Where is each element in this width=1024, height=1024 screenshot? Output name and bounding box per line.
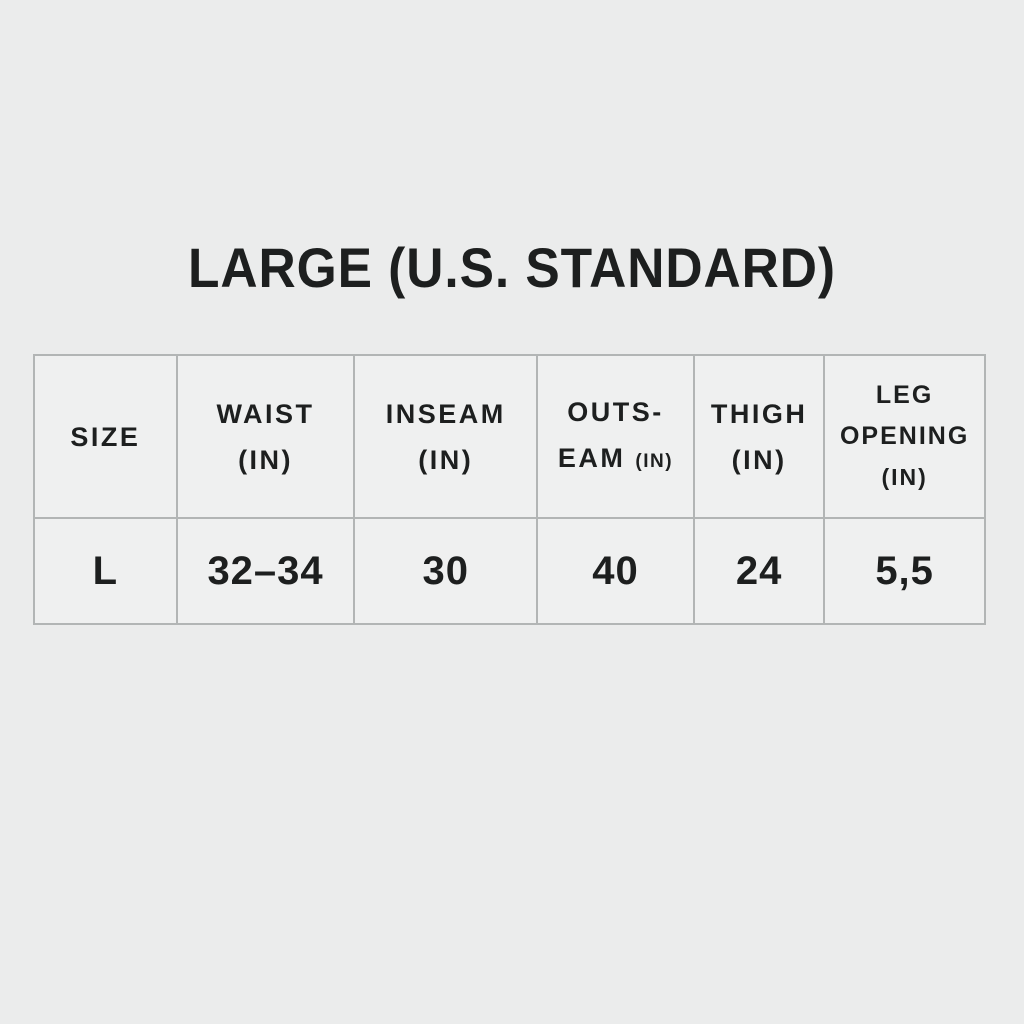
header-outseam-label-line2: EAM xyxy=(557,442,626,473)
header-size-label: SIZE xyxy=(70,421,141,452)
page-title: LARGE (U.S. STANDARD) xyxy=(187,236,837,299)
header-outseam: OUTS- EAM (IN) xyxy=(536,354,695,519)
header-leg-opening-unit: (IN) xyxy=(881,464,928,490)
cell-inseam: 30 xyxy=(353,517,539,625)
size-table: SIZE WAIST (IN) INSEAM (IN) OUTS- EAM (I… xyxy=(33,354,986,625)
cell-outseam: 40 xyxy=(536,517,695,625)
data-row: L 32–34 30 40 24 5,5 xyxy=(33,517,986,625)
header-leg-opening-label-line2: OPENING xyxy=(839,422,970,450)
header-waist-label: WAIST xyxy=(216,398,315,429)
header-inseam: INSEAM (IN) xyxy=(353,354,539,519)
header-row: SIZE WAIST (IN) INSEAM (IN) OUTS- EAM (I… xyxy=(33,354,986,519)
header-leg-opening-label-line1: LEG xyxy=(875,381,934,409)
header-thigh-label: THIGH xyxy=(710,398,808,429)
cell-leg-opening: 5,5 xyxy=(823,517,986,625)
header-size: SIZE xyxy=(33,354,178,519)
header-inseam-label: INSEAM xyxy=(385,398,506,429)
header-outseam-line2: EAM (IN) xyxy=(538,435,693,485)
header-waist-unit: (IN) xyxy=(238,444,294,475)
cell-size: L xyxy=(33,517,178,625)
cell-thigh: 24 xyxy=(692,517,826,625)
header-outseam-label-line1: OUTS- xyxy=(567,396,664,427)
header-inseam-unit: (IN) xyxy=(418,444,474,475)
header-waist: WAIST (IN) xyxy=(175,354,356,519)
header-leg-opening: LEG OPENING (IN) xyxy=(823,354,986,519)
header-thigh: THIGH (IN) xyxy=(692,354,826,519)
cell-waist: 32–34 xyxy=(175,517,356,625)
header-thigh-unit: (IN) xyxy=(731,444,787,475)
header-outseam-unit: (IN) xyxy=(635,450,674,472)
